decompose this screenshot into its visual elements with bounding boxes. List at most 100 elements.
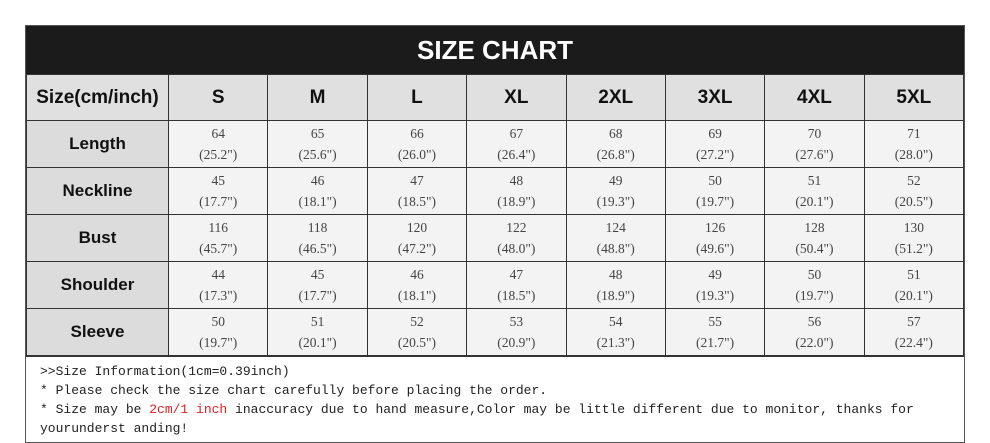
size-notes: >>Size Information(1cm=0.39inch) * Pleas… <box>26 356 964 442</box>
table-row-neckline: Neckline 45 (17.7") 46 (18.1") 47 (18.5") 48 (18… <box>26 167 965 215</box>
measurement-cell: 48 (18.9") <box>466 167 567 215</box>
cm-value: 52 <box>410 314 424 329</box>
cm-value: 46 <box>310 173 325 188</box>
measurement-cell: 49 (19.3") <box>565 167 666 215</box>
note-size-info: >>Size Information(1cm=0.39inch) <box>40 364 290 379</box>
cm-value: 128 <box>804 220 825 235</box>
cm-value: 45 <box>211 173 225 188</box>
cm-value: 126 <box>704 220 726 235</box>
inch-value: (48.8") <box>596 241 635 256</box>
inch-value: (45.7") <box>199 241 238 256</box>
cm-value: 70 <box>807 126 822 141</box>
cm-value: 69 <box>708 126 722 141</box>
measurement-cell: 71 (28.0") <box>863 120 965 168</box>
inch-value: (22.4") <box>894 335 933 350</box>
cm-value: 46 <box>410 267 424 282</box>
size-header-l: L <box>366 74 468 121</box>
measurement-cell: 53 (20.9") <box>466 308 567 356</box>
measurement-cell: 64 (25.2") <box>167 120 269 168</box>
size-header-2xl: 2XL <box>565 74 666 121</box>
row-label: Neckline <box>26 167 169 215</box>
inch-value: (49.6") <box>695 241 735 256</box>
cm-value: 51 <box>907 267 921 282</box>
inch-value: (20.9") <box>497 335 536 350</box>
inch-value: (18.9") <box>596 288 635 303</box>
cm-value: 52 <box>907 173 921 188</box>
inch-value: (26.4") <box>497 147 536 162</box>
inch-value: (28.0") <box>894 147 933 162</box>
inch-value: (21.7") <box>695 335 735 350</box>
inch-value: (19.3") <box>695 288 735 303</box>
inch-value: (20.1") <box>795 194 834 209</box>
cm-value: 44 <box>211 267 225 282</box>
inch-value: (51.2") <box>894 241 933 256</box>
inch-value: (50.4") <box>795 241 834 256</box>
size-header-5xl: 5XL <box>863 74 965 121</box>
note-check: * Please check the size chart carefully … <box>40 383 548 398</box>
cm-value: 130 <box>903 220 924 235</box>
cm-value: 49 <box>708 267 722 282</box>
row-label: Shoulder <box>26 261 169 309</box>
cm-value: 66 <box>410 126 424 141</box>
row-label: Length <box>26 120 169 168</box>
header-row: Size(cm/inch) S M L XL 2XL 3XL 4XL 5XL <box>26 74 965 121</box>
measurement-cell: 128 (50.4") <box>764 214 865 262</box>
measurement-cell: 48 (18.9") <box>565 261 666 309</box>
inch-value: (18.1") <box>298 194 337 209</box>
inch-value: (22.0") <box>795 335 834 350</box>
cm-value: 64 <box>211 126 225 141</box>
inch-value: (27.6") <box>795 147 834 162</box>
cm-value: 56 <box>807 314 822 329</box>
inch-value: (19.7") <box>795 288 834 303</box>
note-inaccuracy-highlight: 2cm/1 inch <box>149 402 228 417</box>
cm-value: 48 <box>608 267 623 282</box>
table-row-sleeve: Sleeve 50 (19.7") 51 (20.1") 52 (20.5") 53 (20.9… <box>26 308 965 356</box>
measurement-cell: 55 (21.7") <box>664 308 766 356</box>
inch-value: (25.2") <box>199 147 238 162</box>
size-header-xl: XL <box>466 74 567 121</box>
inch-value: (18.5") <box>397 194 436 209</box>
table-row-shoulder: Shoulder 44 (17.3") 45 (17.7") 46 (18.1") 47 (18… <box>26 261 965 309</box>
inch-value: (18.9") <box>497 194 536 209</box>
measurement-cell: 130 (51.2") <box>863 214 965 262</box>
measurement-cell: 126 (49.6") <box>664 214 766 262</box>
inch-value: (47.2") <box>397 241 436 256</box>
measurement-cell: 69 (27.2") <box>664 120 766 168</box>
inch-value: (20.5") <box>894 194 933 209</box>
measurement-cell: 57 (22.4") <box>863 308 965 356</box>
cm-value: 50 <box>211 314 225 329</box>
inch-value: (17.7") <box>199 194 238 209</box>
measurement-cell: 116 (45.7") <box>167 214 269 262</box>
table-row-length: Length 64 (25.2") 65 (25.6") 66 (26.0") 67 (26.4… <box>26 120 965 168</box>
size-chart: SIZE CHART Size(cm/inch) S M L XL 2XL 3XL 4XL 5… <box>25 25 965 443</box>
inch-value: (17.3") <box>199 288 238 303</box>
cm-value: 68 <box>608 126 623 141</box>
measurement-cell: 51 (20.1") <box>764 167 865 215</box>
cm-value: 124 <box>605 220 626 235</box>
measurement-cell: 50 (19.7") <box>764 261 865 309</box>
measurement-cell: 54 (21.3") <box>565 308 666 356</box>
size-header-s: S <box>167 74 269 121</box>
measurement-cell: 51 (20.1") <box>863 261 965 309</box>
inch-value: (48.0") <box>497 241 536 256</box>
measurement-cell: 46 (18.1") <box>267 167 368 215</box>
cm-value: 48 <box>509 173 524 188</box>
measurement-cell: 65 (25.6") <box>267 120 368 168</box>
table-row-bust: Bust 116 (45.7") 118 (46.5") 120 (47.2") 122 (48… <box>26 214 965 262</box>
cm-value: 50 <box>708 173 722 188</box>
measurement-cell: 44 (17.3") <box>167 261 269 309</box>
cm-value: 47 <box>509 267 524 282</box>
inch-value: (46.5") <box>298 241 337 256</box>
inch-value: (25.6") <box>298 147 337 162</box>
cm-value: 55 <box>708 314 722 329</box>
measurement-cell: 52 (20.5") <box>366 308 468 356</box>
measurement-cell: 120 (47.2") <box>366 214 468 262</box>
cm-value: 71 <box>907 126 921 141</box>
measurement-cell: 66 (26.0") <box>366 120 468 168</box>
measurement-cell: 50 (19.7") <box>167 308 269 356</box>
measurement-cell: 56 (22.0") <box>764 308 865 356</box>
inch-value: (19.7") <box>199 335 238 350</box>
cm-value: 51 <box>310 314 325 329</box>
inch-value: (20.1") <box>894 288 933 303</box>
inch-value: (18.5") <box>497 288 536 303</box>
